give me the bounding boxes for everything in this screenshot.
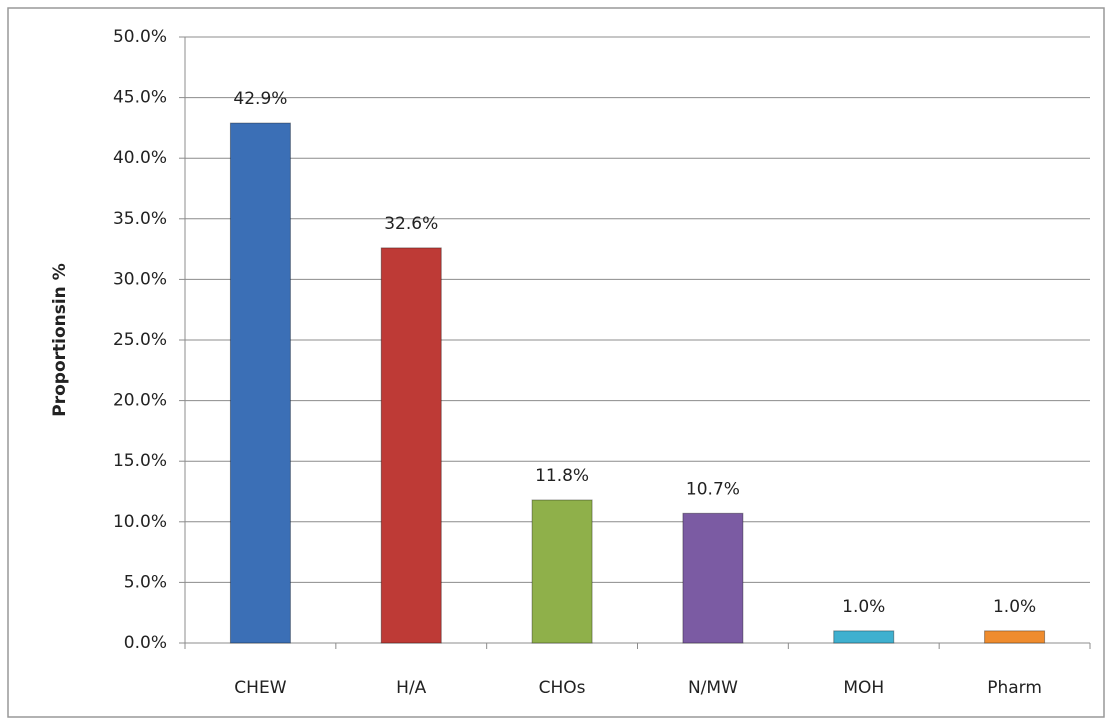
y-tick-label: 40.0% [113, 148, 167, 168]
y-tick-label: 35.0% [113, 209, 167, 229]
value-label: 32.6% [384, 214, 438, 234]
y-tick-label: 30.0% [113, 269, 167, 289]
y-tick-label: 10.0% [113, 512, 167, 532]
value-label: 1.0% [993, 597, 1036, 617]
x-tick-label: H/A [396, 678, 427, 698]
y-tick-label: 20.0% [113, 391, 167, 411]
y-tick-label: 5.0% [124, 572, 167, 592]
x-tick-label: CHEW [234, 678, 286, 698]
value-label: 42.9% [233, 89, 287, 109]
x-tick-label: CHOs [539, 678, 586, 698]
bar [531, 499, 593, 644]
y-tick-label: 25.0% [113, 330, 167, 350]
y-tick-label: 50.0% [113, 27, 167, 47]
x-tick-label: Pharm [987, 678, 1042, 698]
bar [984, 630, 1046, 644]
bar [229, 122, 291, 644]
y-tick-label: 45.0% [113, 88, 167, 108]
y-axis-label: Proportionsin % [50, 263, 70, 417]
y-tick-label: 0.0% [124, 633, 167, 653]
bar [380, 247, 442, 644]
y-tick-label: 15.0% [113, 451, 167, 471]
value-label: 11.8% [535, 466, 589, 486]
bar [833, 630, 895, 644]
bar [682, 512, 744, 644]
value-label: 10.7% [686, 479, 740, 499]
x-tick-label: MOH [843, 678, 884, 698]
x-tick-label: N/MW [688, 678, 738, 698]
value-label: 1.0% [842, 597, 885, 617]
